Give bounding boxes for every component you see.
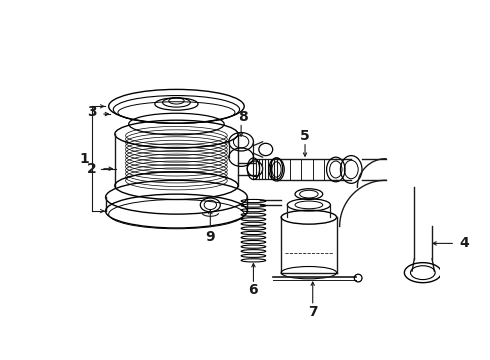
Text: 1: 1 (79, 152, 89, 166)
Text: 2: 2 (87, 162, 97, 176)
Text: 5: 5 (300, 129, 310, 143)
Text: 7: 7 (308, 305, 318, 319)
Text: 3: 3 (87, 105, 97, 120)
Text: 4: 4 (460, 237, 469, 251)
Text: 6: 6 (248, 283, 258, 297)
Text: 9: 9 (205, 230, 215, 244)
Text: 8: 8 (238, 110, 247, 124)
